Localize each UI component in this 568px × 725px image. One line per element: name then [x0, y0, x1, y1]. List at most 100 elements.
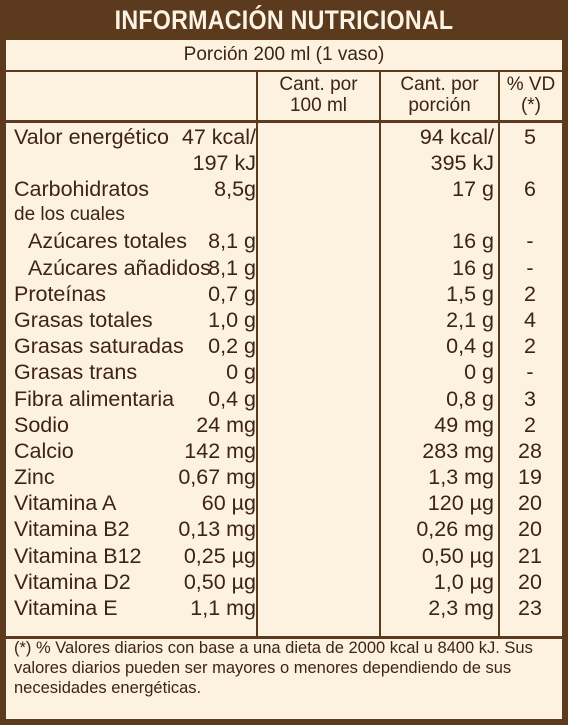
- nutrient-name: Sodio: [14, 412, 69, 437]
- amount-per-portion: 1,0 µg: [433, 569, 494, 594]
- amount-per-100ml: 0,4 g: [208, 386, 256, 411]
- amount-per-portion: 0,4 g: [446, 334, 494, 359]
- amount-per-portion: 94 kcal/ 395 kJ: [419, 125, 494, 175]
- column-divider: [379, 70, 381, 636]
- daily-value-percent: 20: [518, 491, 542, 516]
- amount-per-100ml: 0,13 mg: [178, 517, 256, 542]
- nutrient-row: Vitamina E 1,1 mg 2,3 mg 23: [6, 595, 562, 621]
- nutrient-row: Grasas trans 0 g 0 g -: [6, 359, 562, 385]
- nutrient-row: Zinc 0,67 mg 1,3 mg 19: [6, 464, 562, 490]
- daily-value-percent: 20: [518, 517, 542, 542]
- nutrient-name: Azúcares añadidos: [28, 255, 211, 280]
- amount-per-portion: 49 mg: [434, 412, 494, 437]
- divider: [6, 70, 562, 72]
- amount-per-portion: 2,3 mg: [428, 596, 494, 620]
- daily-value-percent: 23: [518, 596, 542, 620]
- amount-per-portion: 2,1 g: [446, 307, 494, 332]
- amount-per-portion: 16 g: [452, 255, 494, 280]
- amount-per-portion: 0,26 mg: [416, 517, 494, 542]
- nutrient-row: de los cuales: [6, 202, 562, 228]
- nutrient-name: Valor energético: [14, 125, 169, 149]
- daily-value-percent: 21: [518, 543, 542, 568]
- nutrient-name: Grasas trans: [14, 360, 138, 385]
- nutrient-name: Vitamina D2: [14, 569, 131, 594]
- nutrition-panel: Porción 200 ml (1 vaso) Cant. por 100 ml…: [6, 40, 562, 719]
- amount-per-portion: 120 µg: [427, 491, 494, 516]
- daily-value-percent: 3: [524, 386, 536, 411]
- daily-value-percent: 28: [518, 438, 542, 463]
- nutrient-row: Sodio 24 mg 49 mg 2: [6, 412, 562, 438]
- nutrient-row: Vitamina D2 0,50 µg 1,0 µg 20: [6, 569, 562, 595]
- nutrient-name: Proteínas: [14, 281, 107, 306]
- nutrient-row: Calcio 142 mg 283 mg 28: [6, 438, 562, 464]
- column-divider: [498, 70, 500, 636]
- portion-size: Porción 200 ml (1 vaso): [183, 44, 385, 65]
- nutrient-row: Grasas totales 1,0 g 2,1 g 4: [6, 307, 562, 333]
- nutrient-name: Carbohidratos: [14, 177, 150, 201]
- amount-per-100ml: 8,5g: [214, 177, 256, 201]
- amount-per-portion: 1,3 mg: [428, 465, 494, 490]
- daily-value-percent: -: [526, 360, 534, 385]
- daily-value-percent: 6: [524, 177, 536, 201]
- nutrient-row: Vitamina B2 0,13 mg 0,26 mg 20: [6, 516, 562, 542]
- nutrient-name: Vitamina B12: [14, 543, 142, 568]
- nutrient-name: Calcio: [14, 438, 74, 463]
- daily-value-percent: 4: [524, 307, 536, 332]
- nutrient-name: Grasas saturadas: [14, 334, 184, 359]
- nutrient-name: Vitamina A: [14, 491, 117, 516]
- divider: [6, 120, 562, 123]
- amount-per-portion: 0,50 µg: [421, 543, 494, 568]
- amount-per-100ml: 1,1 mg: [190, 596, 256, 620]
- nutrient-row: Azúcares añadidos 8,1 g 16 g -: [6, 255, 562, 281]
- amount-per-100ml: 0,25 µg: [183, 543, 256, 568]
- daily-value-percent: -: [526, 255, 534, 280]
- nutrient-name: Vitamina B2: [14, 517, 130, 542]
- amount-per-100ml: 0,67 mg: [178, 465, 256, 490]
- amount-per-portion: 0 g: [464, 360, 494, 385]
- amount-per-100ml: 0 g: [226, 360, 256, 385]
- nutrient-row: Fibra alimentaria 0,4 g 0,8 g 3: [6, 386, 562, 412]
- daily-value-percent: 5: [524, 125, 536, 149]
- amount-per-100ml: 0,50 µg: [183, 569, 256, 594]
- amount-per-portion: 1,5 g: [446, 281, 494, 306]
- nutrient-table: Valor energético 47 kcal/ 197 kJ 94 kcal/ …: [6, 124, 562, 621]
- header-daily-value: % VD (*): [506, 74, 556, 116]
- amount-per-portion: 17 g: [452, 177, 494, 201]
- daily-value-percent: 20: [518, 569, 542, 594]
- amount-per-100ml: 142 mg: [184, 438, 256, 463]
- nutrient-name: Grasas totales: [14, 307, 153, 332]
- label-title: INFORMACIÓN NUTRICIONAL: [114, 4, 454, 35]
- daily-value-percent: 19: [518, 465, 542, 490]
- daily-value-percent: 2: [524, 412, 536, 437]
- amount-per-portion: 283 mg: [422, 438, 494, 463]
- daily-value-percent: 2: [524, 334, 536, 359]
- nutrient-row: Carbohidratos 8,5g 17 g 6: [6, 176, 562, 202]
- nutrient-row: Grasas saturadas 0,2 g 0,4 g 2: [6, 333, 562, 359]
- nutrient-name: Azúcares totales: [28, 229, 187, 254]
- amount-per-100ml: 0,7 g: [208, 281, 256, 306]
- amount-per-100ml: 60 µg: [201, 491, 256, 516]
- nutrient-name: Vitamina E: [14, 596, 118, 620]
- daily-value-percent: -: [526, 229, 534, 254]
- nutrient-row: Valor energético 47 kcal/ 197 kJ 94 kcal/ …: [6, 124, 562, 176]
- amount-per-100ml: 0,2 g: [208, 334, 256, 359]
- nutrient-row: Azúcares totales 8,1 g 16 g -: [6, 228, 562, 254]
- nutrient-name: de los cuales: [14, 204, 125, 226]
- amount-per-portion: 0,8 g: [446, 386, 494, 411]
- amount-per-100ml: 24 mg: [196, 412, 256, 437]
- nutrient-row: Vitamina B12 0,25 µg 0,50 µg 21: [6, 543, 562, 569]
- divider: [6, 636, 562, 639]
- daily-value-percent: 2: [524, 281, 536, 306]
- header-per-100ml: Cant. por 100 ml: [279, 74, 358, 116]
- footnote: (*) % Valores diarios con base a una die…: [14, 639, 533, 697]
- nutrient-row: Proteínas 0,7 g 1,5 g 2: [6, 281, 562, 307]
- amount-per-100ml: 8,1 g: [208, 255, 256, 280]
- nutrient-row: Vitamina A 60 µg 120 µg 20: [6, 490, 562, 516]
- amount-per-portion: 16 g: [452, 229, 494, 254]
- nutrient-name: Fibra alimentaria: [14, 386, 175, 411]
- nutrient-name: Zinc: [14, 465, 55, 490]
- amount-per-100ml: 1,0 g: [208, 307, 256, 332]
- amount-per-100ml: 47 kcal/ 197 kJ: [181, 125, 256, 175]
- amount-per-100ml: 8,1 g: [208, 229, 256, 254]
